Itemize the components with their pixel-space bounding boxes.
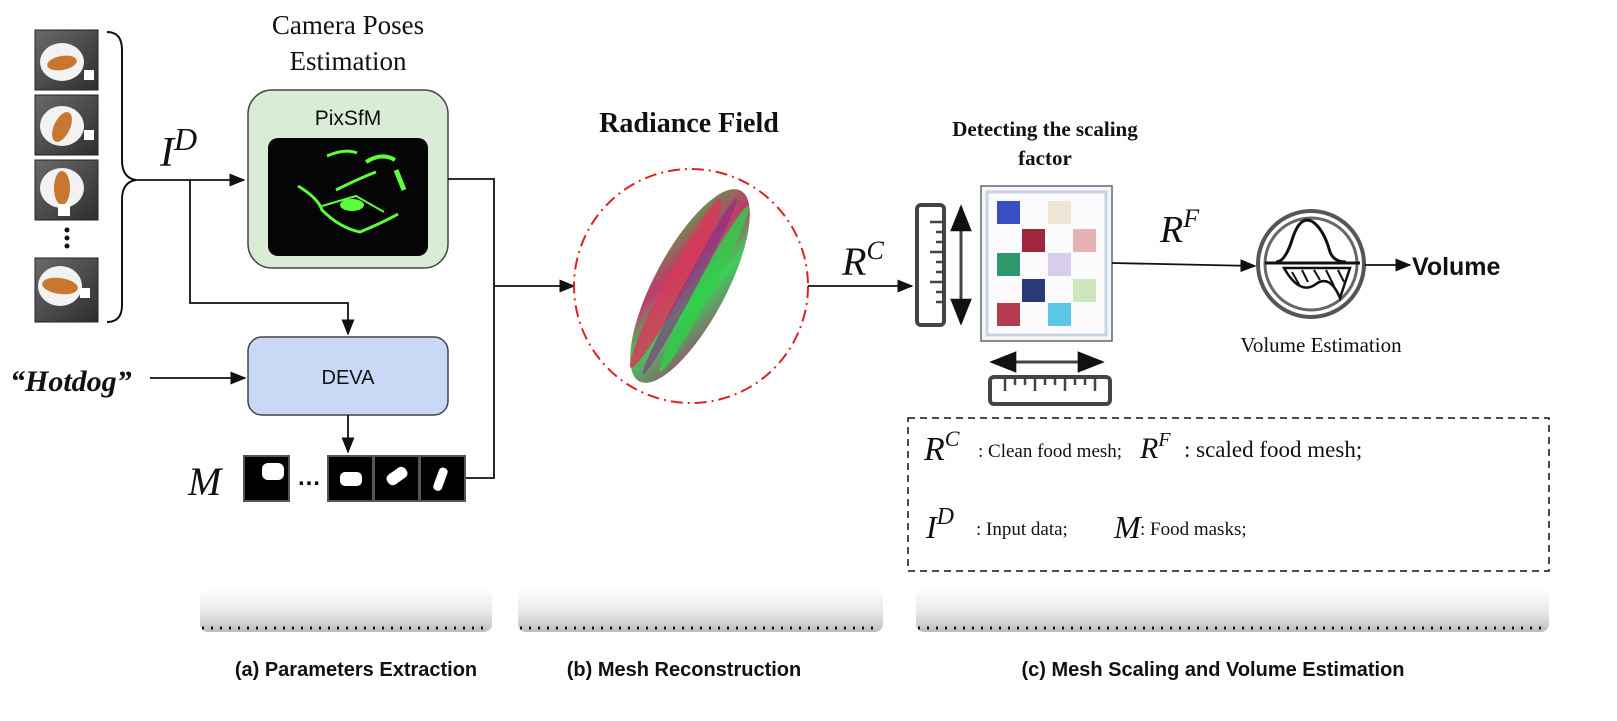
arrow-scaling-to-volume	[1111, 259, 1257, 273]
mask-ellipsis: …	[297, 464, 321, 491]
stage-label-a: (a) Parameters Extraction	[235, 659, 477, 681]
vertical-ellipsis-icon	[64, 227, 70, 249]
arrow-images-to-deva	[189, 180, 355, 336]
input-image	[34, 29, 99, 91]
deva-label: DEVA	[322, 367, 376, 389]
volume-estimation-caption: Volume Estimation	[1240, 333, 1402, 357]
input-image	[34, 257, 99, 323]
camera-pose-title: Camera Poses	[272, 10, 424, 40]
stage-label-c: (c) Mesh Scaling and Volume Estimation	[1021, 659, 1404, 681]
legend-id-desc: : Input data;	[976, 519, 1068, 540]
legend-rf-desc: : scaled food mesh;	[1184, 437, 1362, 462]
horizontal-ruler-icon	[988, 375, 1112, 406]
volume-estimation-icon	[1256, 209, 1366, 319]
color-checker-image	[980, 185, 1113, 342]
volume-output-label: Volume	[1412, 253, 1501, 281]
pixsfm-label: PixSfM	[315, 107, 382, 130]
legend-m-desc: : Food masks;	[1140, 519, 1247, 540]
legend-m-symbol: M	[1113, 509, 1143, 545]
stage-bar-a	[200, 588, 492, 632]
mask-image	[327, 455, 374, 502]
input-image	[34, 94, 99, 156]
legend-rc-desc: : Clean food mesh;	[978, 441, 1122, 462]
legend-id-symbol: ID	[925, 504, 954, 545]
camera-pose-title-line2: Estimation	[290, 46, 407, 76]
mask-image	[373, 455, 420, 502]
notation-legend: RC : Clean food mesh; RF : scaled food m…	[907, 417, 1550, 572]
hotdog-mesh	[629, 189, 750, 383]
deva-box: DEVA	[247, 336, 449, 416]
mask-strip: …	[243, 455, 466, 502]
mask-image	[419, 455, 466, 502]
legend-rc-symbol: RC	[923, 426, 960, 468]
mask-symbol: M	[187, 459, 224, 504]
input-image-stack	[34, 29, 99, 323]
scaling-title: Detecting the scaling	[952, 117, 1138, 141]
stage-label-b: (b) Mesh Reconstruction	[567, 659, 801, 681]
point-cloud-image	[268, 138, 428, 256]
clean-mesh-symbol: RC	[841, 236, 884, 284]
hotdog-prompt: “Hotdog”	[10, 365, 132, 398]
radiance-title: Radiance Field	[599, 108, 779, 139]
input-image	[34, 159, 99, 221]
scaling-title-line2: factor	[1018, 146, 1072, 170]
input-data-symbol: ID	[159, 121, 197, 176]
stage-bar-b	[518, 588, 883, 632]
legend-rf-symbol: RF	[1139, 429, 1171, 465]
scaled-mesh-symbol: RF	[1159, 204, 1200, 251]
pixsfm-box: PixSfM	[247, 89, 449, 269]
mask-image	[243, 455, 290, 502]
arrow-masks-to-radiance	[466, 286, 495, 479]
input-brace	[106, 31, 137, 323]
stage-bar-c	[916, 588, 1549, 632]
arrow-pixsfm-to-radiance	[448, 178, 576, 293]
vertical-ruler-icon	[915, 203, 946, 327]
